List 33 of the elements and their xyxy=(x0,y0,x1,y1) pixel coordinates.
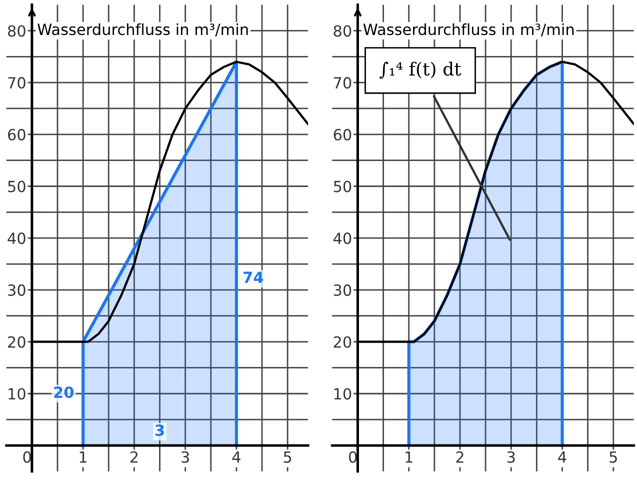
annotation: 20 xyxy=(54,386,74,398)
y-tick-label: 50 xyxy=(8,180,26,192)
y-tick-label: 80 xyxy=(8,25,26,37)
y-tick-label: 40 xyxy=(333,232,352,244)
x-tick-label: 3 xyxy=(182,451,189,463)
y-tick-label: 70 xyxy=(334,77,352,89)
y-tick-label: 70 xyxy=(8,77,26,89)
y-tick-label: 60 xyxy=(334,128,352,140)
y-axis-title: Wasserdurchfluss in m³/min xyxy=(363,23,574,36)
y-tick-label: 40 xyxy=(8,232,26,244)
y-tick-label: 30 xyxy=(334,284,352,296)
y-tick-label: 20 xyxy=(8,336,26,348)
y-tick-label: 30 xyxy=(8,284,26,296)
x-tick-label: 4 xyxy=(232,451,240,463)
y-tick-label: 60 xyxy=(8,128,26,140)
annotation: 74 xyxy=(244,272,264,283)
y-tick-label: 10 xyxy=(8,388,26,400)
x-tick-label: 3 xyxy=(507,451,515,463)
x-tick-label: 5 xyxy=(610,451,617,463)
y-tick-label: 10 xyxy=(334,388,352,400)
x-tick-label: 5 xyxy=(284,451,292,463)
x-tick-label: 0 xyxy=(349,451,357,463)
x-tick-label: 2 xyxy=(456,451,464,463)
y-axis-title: Wasserdurchfluss in m³/min xyxy=(38,23,248,36)
x-tick-label: 1 xyxy=(406,451,412,463)
y-tick-label: 50 xyxy=(334,180,352,192)
y-tick-label: 80 xyxy=(334,25,352,37)
x-tick-label: 1 xyxy=(80,451,87,463)
annotation: 3 xyxy=(155,424,164,436)
x-tick-label: 4 xyxy=(558,451,566,463)
annotation: ∫₁⁴ f(t) dt xyxy=(380,62,462,79)
x-tick-label: 2 xyxy=(130,451,138,463)
y-tick-label: 20 xyxy=(334,336,352,348)
